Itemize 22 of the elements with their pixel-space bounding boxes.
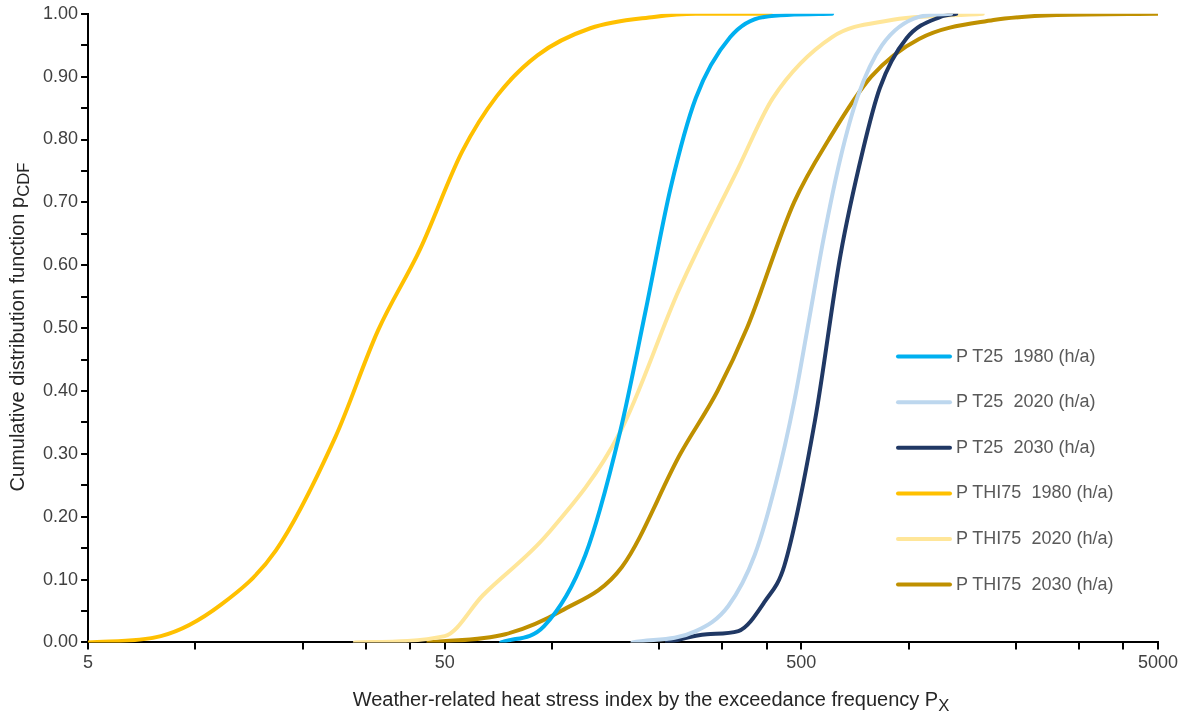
x-tick-label: 500: [786, 652, 817, 673]
y-tick-label: 0.70: [42, 191, 79, 212]
x-tick-label: 5000: [1137, 652, 1179, 673]
y-tick-label: 0.40: [42, 379, 79, 400]
y-tick-label: 0.60: [42, 254, 79, 275]
x-tick-label: 50: [434, 652, 455, 673]
legend-label: P T25 2030 (h/a): [956, 436, 1096, 457]
y-tick-label: 0.90: [42, 65, 79, 86]
y-tick-label: 0.20: [42, 505, 79, 526]
legend-label: P THI75 2020 (h/a): [956, 527, 1114, 548]
legend-label: P THI75 2030 (h/a): [956, 573, 1114, 594]
legend-label: P THI75 1980 (h/a): [956, 482, 1114, 503]
legend-label: P T25 2020 (h/a): [956, 391, 1096, 412]
y-tick-label: 0.00: [42, 631, 79, 652]
y-tick-label: 0.10: [42, 568, 79, 589]
y-tick-label: 0.80: [42, 128, 79, 149]
y-tick-label: 1.00: [42, 2, 79, 23]
x-axis-title: Weather-related heat stress index by the exceedance frequency P$_{X}$: [351, 688, 951, 716]
x-tick-label: 5: [83, 652, 94, 673]
y-tick-label: 0.30: [42, 442, 79, 463]
y-tick-label: 0.50: [42, 317, 79, 338]
legend-label: P T25 1980 (h/a): [956, 345, 1096, 366]
